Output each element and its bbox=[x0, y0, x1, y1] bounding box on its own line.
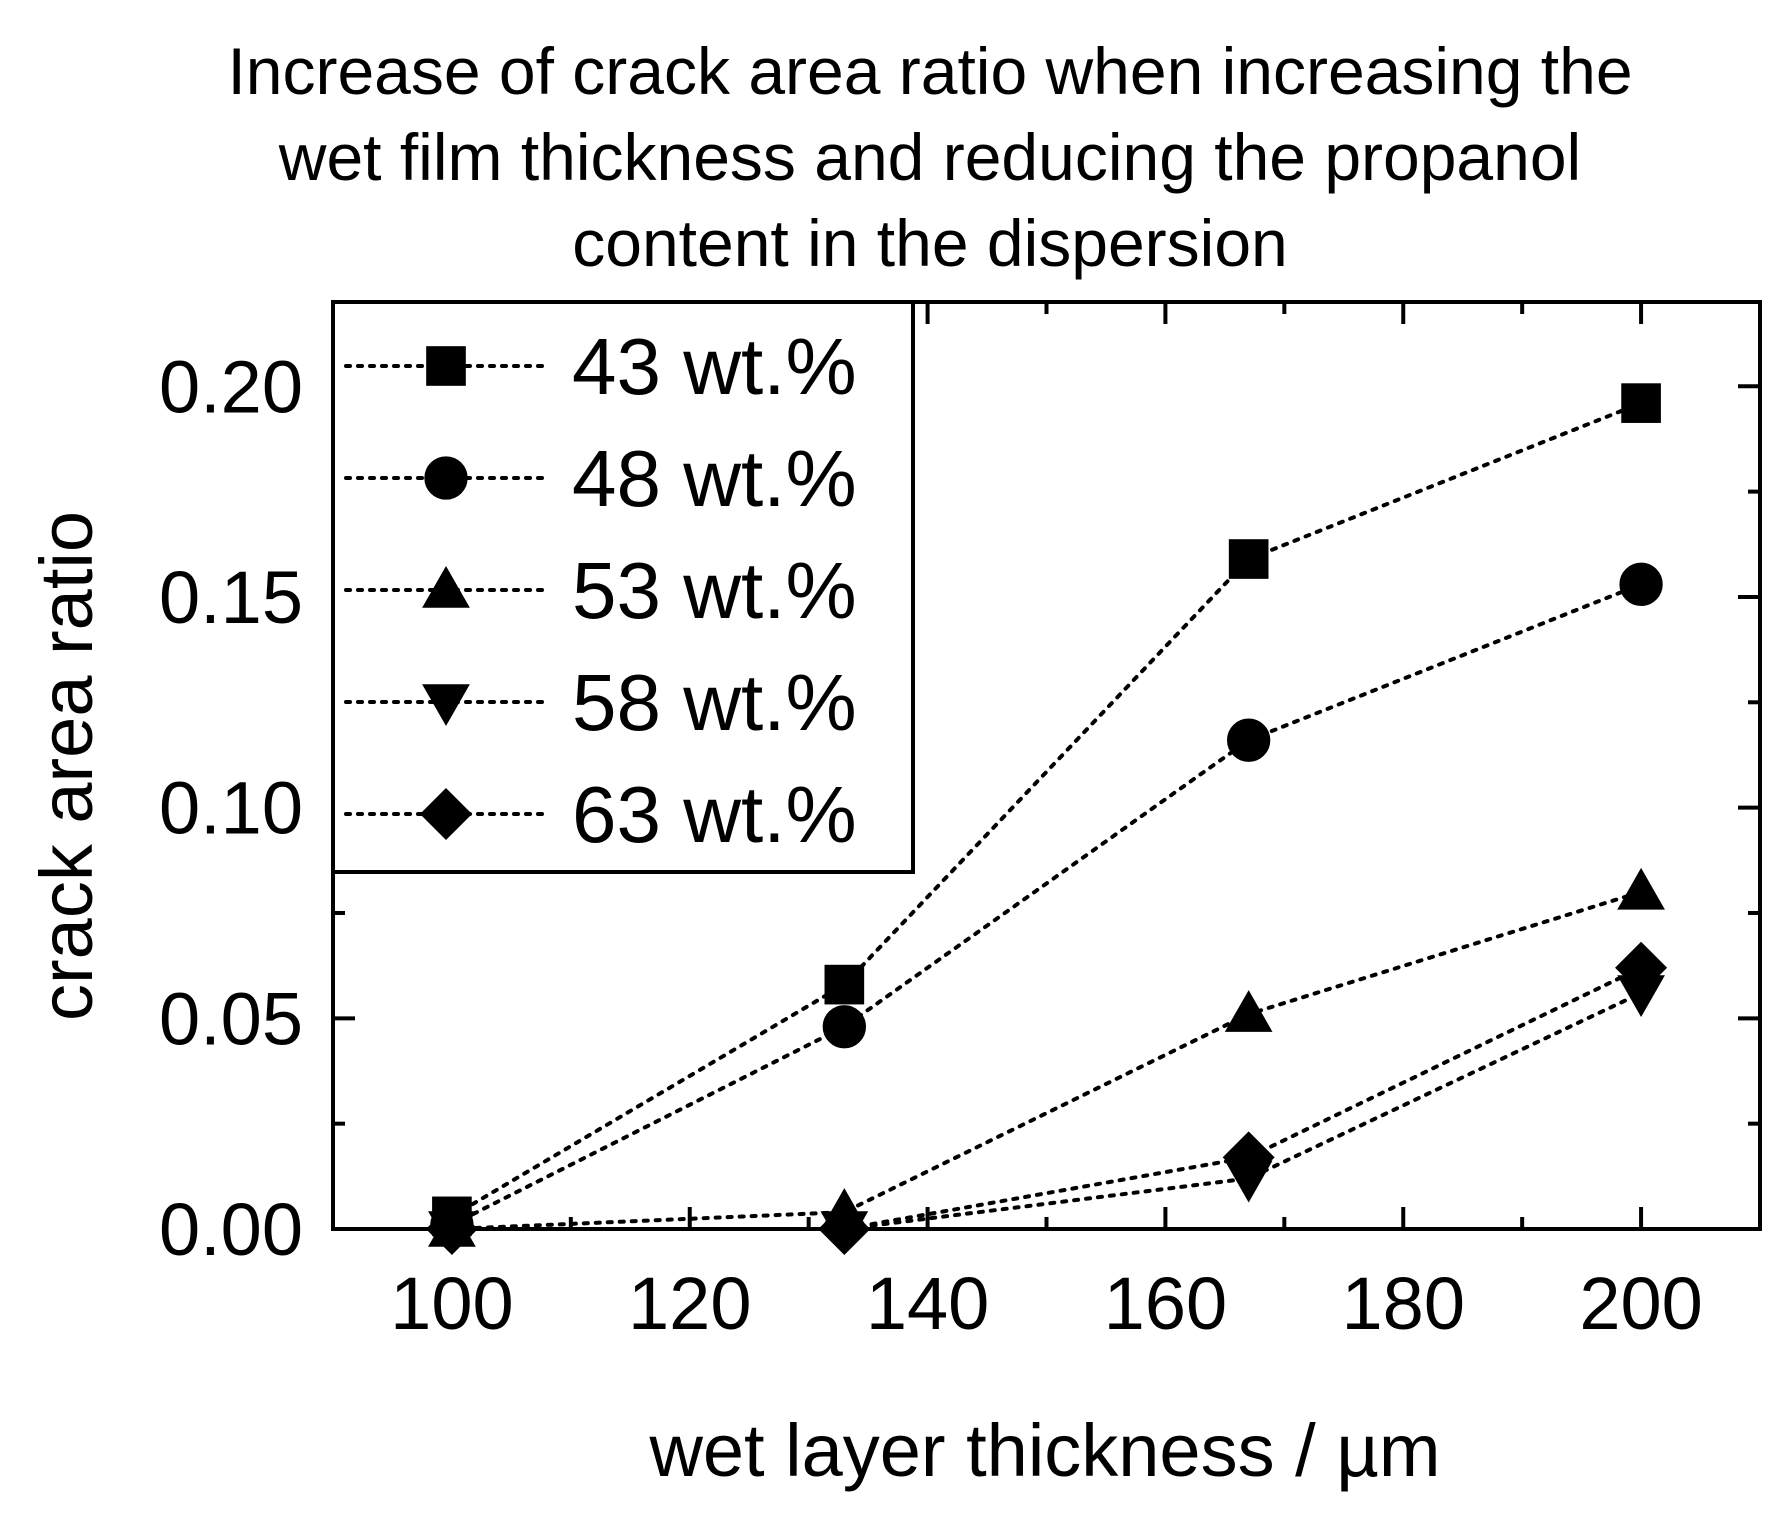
y-tick-label: 0.05 bbox=[159, 977, 303, 1060]
x-tick-label: 180 bbox=[1342, 1262, 1465, 1345]
marker-triangle-down bbox=[422, 684, 470, 727]
marker-square bbox=[1228, 539, 1269, 579]
marker-circle bbox=[424, 456, 468, 500]
legend-label: 53 wt.% bbox=[572, 546, 857, 635]
chart-title-line-2: wet film thickness and reducing the prop… bbox=[278, 120, 1582, 194]
legend-label: 43 wt.% bbox=[572, 322, 857, 411]
marker-diamond bbox=[419, 787, 473, 841]
y-tick-label: 0.00 bbox=[159, 1188, 303, 1271]
x-axis-label: wet layer thickness / µm bbox=[648, 1409, 1440, 1492]
chart-title: Increase of crack area ratio when increa… bbox=[70, 28, 1790, 286]
y-axis-label: crack area ratio bbox=[25, 511, 108, 1021]
y-tick-label: 0.10 bbox=[159, 767, 303, 850]
chart-title-line-3: content in the dispersion bbox=[572, 206, 1288, 280]
x-tick-label: 160 bbox=[1104, 1262, 1227, 1345]
series-line-2 bbox=[449, 889, 1644, 1231]
x-tick-label: 100 bbox=[390, 1262, 513, 1345]
marker-diamond bbox=[1615, 941, 1668, 994]
series-line-0 bbox=[449, 401, 1644, 1219]
marker-circle bbox=[1226, 718, 1271, 762]
tick-labels: 100 120 140 160 180 200 0.00 0.05 0.10 0.15 0.20 bbox=[159, 345, 1703, 1345]
marker-triangle-up bbox=[1617, 867, 1665, 910]
y-tick-label: 0.20 bbox=[159, 345, 303, 428]
marker-circle bbox=[1619, 562, 1663, 606]
marker-square bbox=[426, 346, 466, 386]
chart-title-line-1: Increase of crack area ratio when increa… bbox=[227, 34, 1633, 108]
x-tick-label: 120 bbox=[628, 1262, 751, 1345]
marker-circle bbox=[822, 1005, 867, 1049]
legend-label: 58 wt.% bbox=[572, 658, 857, 747]
marker-triangle-up bbox=[1224, 990, 1273, 1032]
legend-label: 48 wt.% bbox=[572, 434, 857, 523]
marker-diamond bbox=[1222, 1131, 1275, 1184]
legend-label: 63 wt.% bbox=[572, 770, 857, 859]
legend-box bbox=[331, 300, 915, 874]
y-tick-label: 0.15 bbox=[159, 556, 303, 639]
legend: 43 wt.% 48 wt.% 53 wt.% 58 wt.% 63 wt.% bbox=[331, 300, 915, 874]
marker-square bbox=[1621, 383, 1661, 423]
x-tick-label: 140 bbox=[866, 1262, 989, 1345]
marker-triangle-up bbox=[422, 565, 470, 608]
marker-square bbox=[824, 964, 865, 1005]
x-tick-label: 200 bbox=[1579, 1262, 1702, 1345]
series-line-4 bbox=[449, 965, 1644, 1231]
series-line-1 bbox=[449, 582, 1644, 1227]
